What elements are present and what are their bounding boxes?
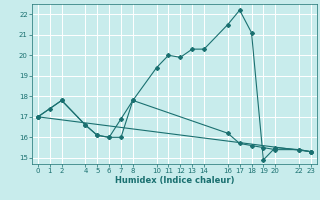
X-axis label: Humidex (Indice chaleur): Humidex (Indice chaleur) bbox=[115, 176, 234, 185]
